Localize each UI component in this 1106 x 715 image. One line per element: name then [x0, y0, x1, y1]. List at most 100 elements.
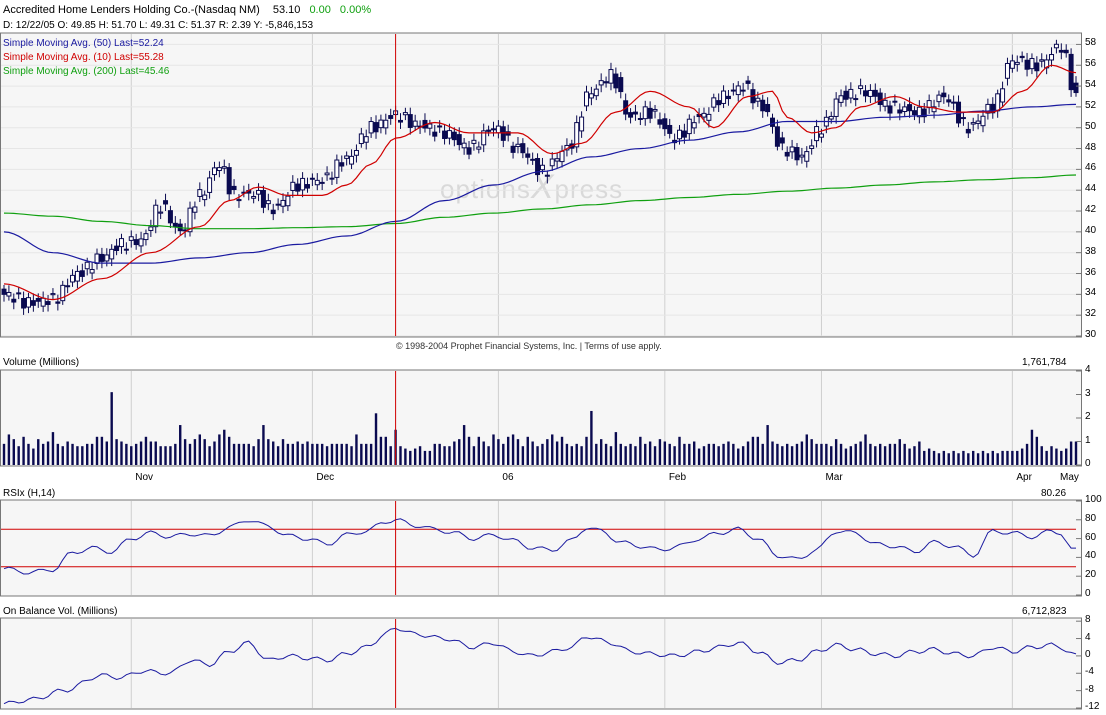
- volume-bar-120: [590, 410, 593, 465]
- ytick-label-price-0: 30: [1085, 329, 1097, 340]
- candle-body-54: [265, 200, 271, 205]
- candle-body-170: [833, 98, 839, 117]
- candle-body-84: [412, 120, 418, 127]
- volume-bar-159: [781, 446, 784, 465]
- volume-bar-111: [546, 439, 549, 465]
- candle-body-68: [334, 159, 340, 178]
- volume-bar-72: [355, 434, 358, 465]
- volume-bar-12: [61, 446, 64, 465]
- price-panel: [0, 33, 1082, 337]
- candle-body-173: [848, 88, 854, 99]
- volume-bar-126: [619, 443, 622, 465]
- ytick-label-price-4: 38: [1085, 245, 1097, 257]
- volume-bar-82: [404, 448, 407, 465]
- volume-bar-125: [614, 432, 618, 465]
- volume-bar-101: [497, 439, 500, 465]
- ytick-label-obv-2: -4: [1085, 666, 1094, 678]
- volume-bar-135: [663, 441, 667, 465]
- candle-body-151: [740, 89, 746, 92]
- sma10-line: [3, 64, 1077, 301]
- ytick-label-price-10: 50: [1085, 120, 1097, 132]
- candle-body-11: [55, 301, 61, 304]
- ytick-label-price-12: 54: [1085, 79, 1097, 91]
- candle-body-4: [21, 297, 27, 309]
- volume-bar-202: [991, 450, 994, 465]
- volume-bar-177: [869, 443, 872, 465]
- volume-bar-155: [761, 443, 764, 465]
- candle-body-206: [1009, 60, 1015, 69]
- candle-body-99: [486, 129, 492, 132]
- candle-body-204: [1000, 88, 1006, 103]
- ytick-label-obv-3: 0: [1085, 648, 1091, 660]
- x-label-0: Nov: [135, 472, 154, 483]
- rsi-line: [3, 518, 1076, 575]
- obv-line: [3, 627, 1077, 705]
- volume-bar-68: [335, 443, 339, 465]
- candle-body-10: [50, 293, 56, 296]
- volume-bar-109: [536, 446, 539, 465]
- candle-body-16: [79, 270, 85, 277]
- candle-body-65: [319, 181, 325, 184]
- candle-body-97: [476, 146, 482, 150]
- candle-body-184: [902, 106, 908, 113]
- volume-bar-134: [658, 439, 662, 465]
- volume-bar-164: [805, 434, 808, 465]
- candle-body-66: [324, 172, 330, 176]
- volume-bar-106: [521, 446, 525, 465]
- candle-body-6: [30, 300, 36, 306]
- candle-body-219: [1073, 82, 1079, 94]
- candle-body-73: [358, 133, 364, 145]
- ytick-label-price-14: 58: [1085, 37, 1097, 49]
- volume-bar-10: [51, 432, 55, 465]
- candle-body-127: [623, 100, 629, 115]
- price-layer: [1, 39, 1079, 315]
- ytick-label-price-7: 44: [1085, 183, 1097, 195]
- ytick-label-obv-4: 4: [1085, 631, 1091, 643]
- candle-body-88: [432, 131, 438, 137]
- candle-body-75: [368, 121, 374, 134]
- volume-bar-188: [923, 450, 926, 465]
- candle-body-183: [897, 109, 903, 114]
- volume-bar-30: [149, 441, 153, 465]
- x-label-6: May: [1060, 472, 1079, 483]
- obv-last: 6,712,823: [1022, 606, 1067, 617]
- legend-sma200: Simple Moving Avg. (200) Last=45.46: [3, 66, 170, 77]
- rsi-panel: [0, 500, 1082, 596]
- candle-body-47: [231, 185, 237, 191]
- candle-body-198: [970, 122, 976, 125]
- volume-bar-212: [1040, 446, 1043, 465]
- candle-body-201: [985, 103, 991, 114]
- volume-bar-205: [1006, 450, 1009, 465]
- volume-bar-144: [707, 443, 711, 465]
- volume-bar-213: [1045, 450, 1048, 465]
- volume-bar-4: [22, 436, 25, 465]
- volume-bar-160: [785, 443, 789, 465]
- candle-body-77: [378, 119, 384, 129]
- candle-body-57: [280, 199, 286, 207]
- candle-body-157: [770, 117, 776, 127]
- candle-body-130: [637, 118, 643, 121]
- volume-bar-192: [942, 450, 946, 465]
- candle-body-43: [211, 167, 217, 176]
- candle-body-21: [104, 254, 110, 262]
- volume-bar-42: [208, 446, 211, 465]
- ytick-label-obv-1: -8: [1085, 683, 1094, 695]
- candle-body-79: [388, 115, 394, 119]
- ytick-label-obv-0: -12: [1085, 701, 1100, 712]
- volume-bar-181: [888, 443, 892, 465]
- candle-body-24: [118, 238, 124, 248]
- rsi-last: 80.26: [1041, 488, 1067, 499]
- candle-body-60: [295, 183, 301, 192]
- axis-layer: [0, 32, 1082, 710]
- volume-bar-24: [120, 441, 123, 465]
- candle-body-46: [226, 167, 232, 195]
- candle-body-180: [882, 99, 888, 107]
- candle-body-71: [349, 155, 355, 165]
- candle-body-147: [721, 90, 727, 104]
- volume-bar-100: [492, 434, 495, 465]
- volume-bar-208: [1020, 448, 1024, 465]
- volume-bar-173: [849, 446, 853, 465]
- chart-title: Accredited Home Lenders Holding Co.-(Nas…: [3, 4, 371, 16]
- volume-bar-150: [737, 448, 740, 465]
- candle-body-141: [691, 122, 697, 129]
